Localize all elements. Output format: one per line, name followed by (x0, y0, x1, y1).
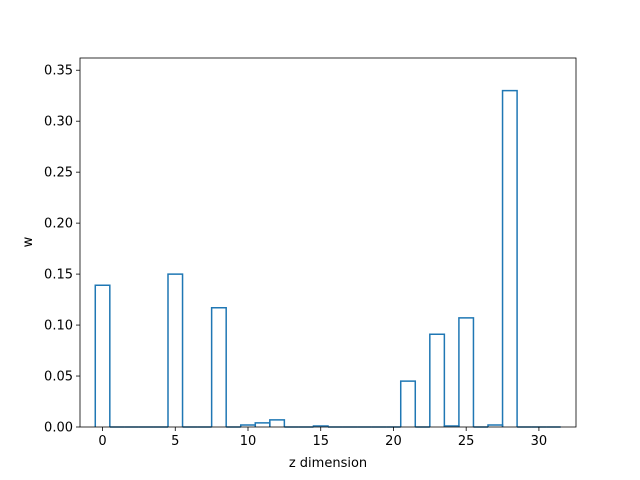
bar-0 (94, 284, 111, 427)
y-axis-label: w (21, 236, 36, 247)
y-tick-label-4: 0.20 (44, 217, 73, 232)
bar-21 (399, 380, 417, 427)
x-tick-label-20: 20 (385, 434, 402, 449)
x-tick-label-10: 10 (240, 434, 257, 449)
y-tick-label-1: 0.05 (44, 370, 73, 385)
bar-5 (167, 273, 184, 427)
x-tick-label-30: 30 (531, 434, 548, 449)
x-axis: 0 5 10 15 20 25 30 (98, 427, 547, 449)
y-tick-label-0: 0.00 (44, 421, 73, 436)
bar-8 (210, 306, 227, 427)
bar-25 (458, 317, 475, 427)
y-tick-label-5: 0.25 (44, 166, 73, 181)
x-tick-label-25: 25 (458, 434, 475, 449)
y-axis: 0.00 0.05 0.10 0.15 0.20 0.25 0.30 0.35 (44, 64, 80, 436)
x-tick-label-5: 5 (171, 434, 179, 449)
y-tick-label-6: 0.30 (44, 115, 73, 130)
x-tick-label-15: 15 (312, 434, 329, 449)
bar-12 (269, 419, 286, 427)
axes-frame (79, 57, 577, 428)
plot-area (79, 57, 577, 428)
y-tick-label-2: 0.10 (44, 319, 73, 334)
x-tick-label-0: 0 (98, 434, 106, 449)
bar-28 (501, 89, 518, 427)
y-tick-label-3: 0.15 (44, 268, 73, 283)
x-axis-label: z dimension (289, 456, 367, 471)
bar-23 (429, 333, 446, 427)
y-tick-label-7: 0.35 (44, 64, 73, 79)
